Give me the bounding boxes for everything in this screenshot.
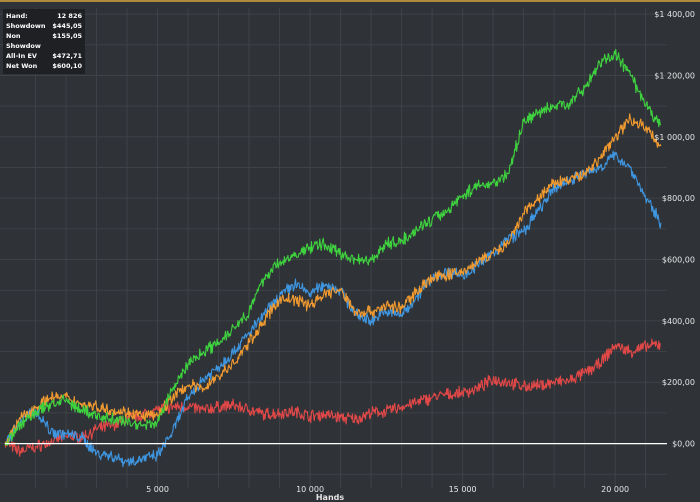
y-tick-label: $1 200,00	[654, 71, 695, 80]
x-tick-label: 15 000	[449, 485, 477, 494]
stats-panel: Hand: 12 826 Showdown $445,05 Non Showdo…	[3, 9, 85, 74]
stat-label: All-In EV	[6, 52, 37, 60]
stat-label: Showdown	[6, 22, 46, 30]
y-tick-label: $400,00	[662, 317, 695, 326]
top-accent-line	[0, 0, 700, 2]
chart-grid	[0, 8, 667, 488]
stat-value: $155,05	[52, 32, 82, 40]
stat-row-non-showdown: Non Showdow $155,05	[6, 31, 82, 51]
stat-label: Hand:	[6, 12, 28, 20]
stat-label: Non Showdow	[6, 32, 41, 50]
x-tick-label: 5 000	[146, 485, 169, 494]
stat-value: $600,10	[52, 62, 82, 70]
stat-row-hands: Hand: 12 826	[6, 11, 82, 21]
chart-series	[4, 48, 667, 468]
y-tick-label: $800,00	[662, 194, 695, 203]
y-tick-label: $200,00	[662, 378, 695, 387]
stat-row-showdown: Showdown $445,05	[6, 21, 82, 31]
y-tick-label: $0,00	[672, 440, 695, 449]
stat-value: $472,71	[52, 52, 82, 60]
y-tick-label: $1 000,00	[654, 133, 695, 142]
stat-value: 12 826	[57, 12, 82, 20]
stat-value: $445,05	[52, 22, 82, 30]
y-tick-label: $1 400,00	[654, 10, 695, 19]
y-tick-label: $600,00	[662, 256, 695, 265]
x-tick-label: 10 000	[296, 485, 324, 494]
y-axis-ticks: $0,00 $200,00 $400,00 $600,00 $800,00 $1 000,…	[654, 10, 695, 448]
x-axis-ticks: 5 000 10 000 15 000 20 000	[146, 485, 629, 494]
stat-label: Net Won	[6, 62, 38, 70]
x-axis-label: Hands	[316, 493, 345, 502]
series-line-3	[4, 48, 661, 446]
series-line-0	[4, 338, 661, 457]
series-line-1	[4, 150, 662, 468]
x-tick-label: 20 000	[601, 485, 629, 494]
stat-row-net-won: Net Won $600,10	[6, 61, 82, 71]
series-line-2	[4, 113, 662, 445]
stat-row-allin-ev: All-In EV $472,71	[6, 51, 82, 61]
